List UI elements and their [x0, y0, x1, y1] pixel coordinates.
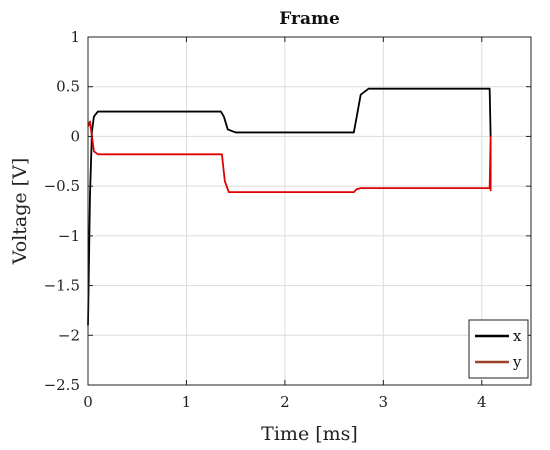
x-tick-label: 1: [182, 393, 192, 411]
legend-box: [468, 319, 529, 379]
plot-area: [88, 37, 531, 385]
x-tick-label: 4: [477, 393, 487, 411]
x-tick-label: 0: [83, 393, 93, 411]
y-tick-label: −1.5: [44, 277, 80, 295]
y-tick-label: 1: [70, 28, 80, 46]
y-tick-label: −2.5: [44, 376, 80, 394]
y-tick-label: −1: [58, 227, 80, 245]
legend-label-y: y: [512, 353, 522, 371]
x-tick-label: 2: [280, 393, 290, 411]
y-axis-label: Voltage [V]: [9, 158, 31, 265]
y-tick-label: −2: [58, 326, 80, 344]
series-line-y: [87, 120, 492, 194]
x-axis-label: Time [ms]: [261, 423, 358, 445]
x-tick-label: 3: [379, 393, 389, 411]
series-line-x: [87, 87, 492, 326]
y-tick-label: −0.5: [44, 177, 80, 195]
y-tick-label: 0.5: [56, 78, 80, 96]
legend-label-x: x: [513, 327, 522, 345]
y-tick-label: 0: [70, 127, 80, 145]
axes-frame: [87, 36, 532, 386]
chart-title: Frame: [279, 9, 340, 29]
